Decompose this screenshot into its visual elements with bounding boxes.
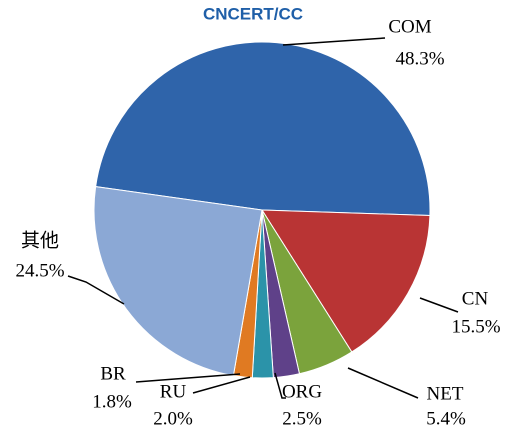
slice-value-label: 5.4% bbox=[426, 408, 466, 428]
slice-label: COM bbox=[388, 16, 431, 37]
leader-line bbox=[192, 376, 251, 394]
slice-label: ORG bbox=[282, 381, 322, 402]
slice-value-label: 24.5% bbox=[15, 260, 64, 281]
slice-value-label: 15.5% bbox=[451, 316, 500, 337]
pie-slice bbox=[261, 209, 431, 353]
leader-line bbox=[274, 372, 286, 399]
leader-line bbox=[67, 275, 125, 305]
slice-label: 其他 bbox=[21, 229, 59, 251]
slice-value-label: 2.5% bbox=[282, 408, 322, 428]
source-logo: CNCERT/CC bbox=[203, 4, 303, 23]
pie-slice bbox=[93, 186, 263, 377]
slice-label: RU bbox=[160, 381, 187, 402]
slice-value-label: 1.8% bbox=[92, 391, 132, 412]
leader-line bbox=[347, 367, 419, 399]
slice-label: BR bbox=[100, 363, 126, 384]
slice-value-label: 2.0% bbox=[153, 408, 193, 428]
slice-label: NET bbox=[427, 383, 464, 404]
slice-value-label: 48.3% bbox=[395, 48, 444, 69]
leader-line bbox=[419, 297, 459, 313]
slice-label: CN bbox=[462, 288, 489, 309]
pie-slice bbox=[95, 41, 431, 217]
leader-line bbox=[282, 37, 386, 46]
leader-line bbox=[135, 373, 241, 383]
